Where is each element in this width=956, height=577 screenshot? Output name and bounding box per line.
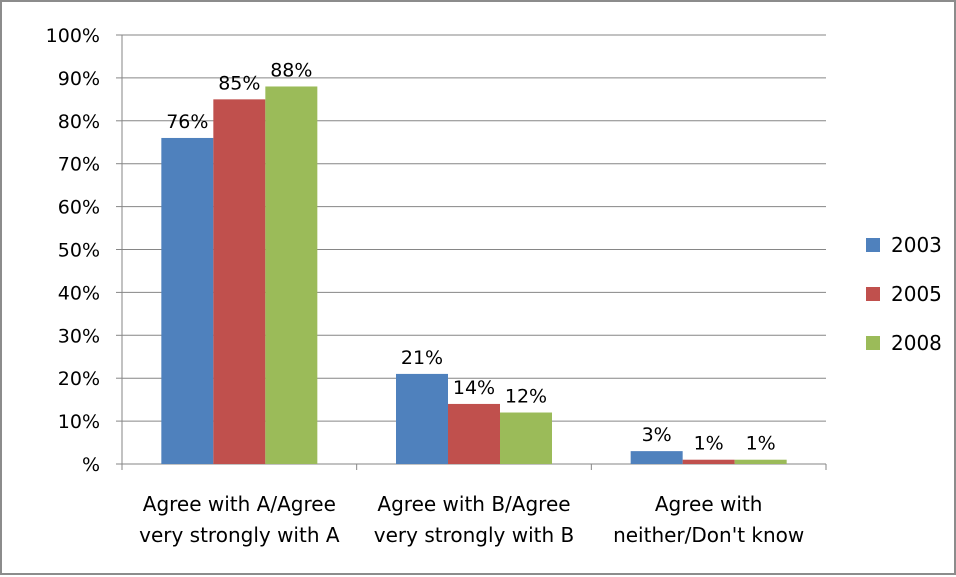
category-label: Agree with bbox=[655, 492, 763, 516]
bar-2003 bbox=[161, 137, 214, 464]
data-label: 85% bbox=[218, 72, 260, 94]
y-tick-label: 10% bbox=[58, 411, 100, 433]
bar-2008 bbox=[265, 86, 318, 464]
data-label: 12% bbox=[505, 386, 547, 408]
legend-label: 2005 bbox=[891, 282, 942, 306]
data-label: 1% bbox=[746, 433, 776, 455]
bar-2003 bbox=[396, 373, 448, 464]
bars bbox=[161, 86, 787, 464]
bar-2008 bbox=[734, 459, 787, 464]
data-labels: 76% 21% 3% 85% 14% 1% 88% 12% 1% bbox=[166, 59, 776, 454]
bar-2005 bbox=[682, 459, 735, 464]
y-tick-label: 90% bbox=[58, 68, 100, 90]
data-label: 76% bbox=[166, 111, 208, 133]
y-tick-label: 20% bbox=[58, 368, 100, 390]
category-label: neither/Don't know bbox=[613, 523, 804, 547]
bar-2005 bbox=[448, 403, 500, 464]
y-tick-label: 30% bbox=[58, 325, 100, 347]
category-label: Agree with A/Agree bbox=[143, 492, 336, 516]
bar-2005 bbox=[213, 99, 266, 464]
category-label: very strongly with B bbox=[374, 523, 574, 547]
legend-swatch bbox=[866, 287, 880, 301]
data-label: 1% bbox=[694, 433, 724, 455]
data-label: 21% bbox=[401, 347, 443, 369]
data-label: 88% bbox=[270, 59, 312, 81]
legend-label: 2003 bbox=[891, 233, 942, 257]
legend-swatch bbox=[866, 336, 880, 350]
legend-label: 2008 bbox=[891, 331, 942, 355]
y-tick-label: 40% bbox=[58, 282, 100, 304]
category-label: very strongly with A bbox=[139, 523, 340, 547]
y-tick-label: 60% bbox=[58, 197, 100, 219]
data-label: 3% bbox=[642, 424, 672, 446]
y-tick-label: % bbox=[82, 454, 100, 476]
y-tick-label: 100% bbox=[46, 25, 100, 47]
legend-swatch bbox=[866, 238, 880, 252]
y-tick-label: 80% bbox=[58, 111, 100, 133]
data-label: 14% bbox=[453, 377, 495, 399]
legend: 2003 2005 2008 bbox=[866, 233, 942, 355]
bar-2003 bbox=[630, 451, 683, 464]
y-tick-label: 70% bbox=[58, 154, 100, 176]
bar-2008 bbox=[500, 412, 552, 464]
axes: % 10% 20% 30% 40% 50% 60% 70% 80% 90% 100% Agree wi… bbox=[46, 25, 827, 547]
category-label: Agree with B/Agree bbox=[377, 492, 570, 516]
y-tick-label: 50% bbox=[58, 240, 100, 262]
